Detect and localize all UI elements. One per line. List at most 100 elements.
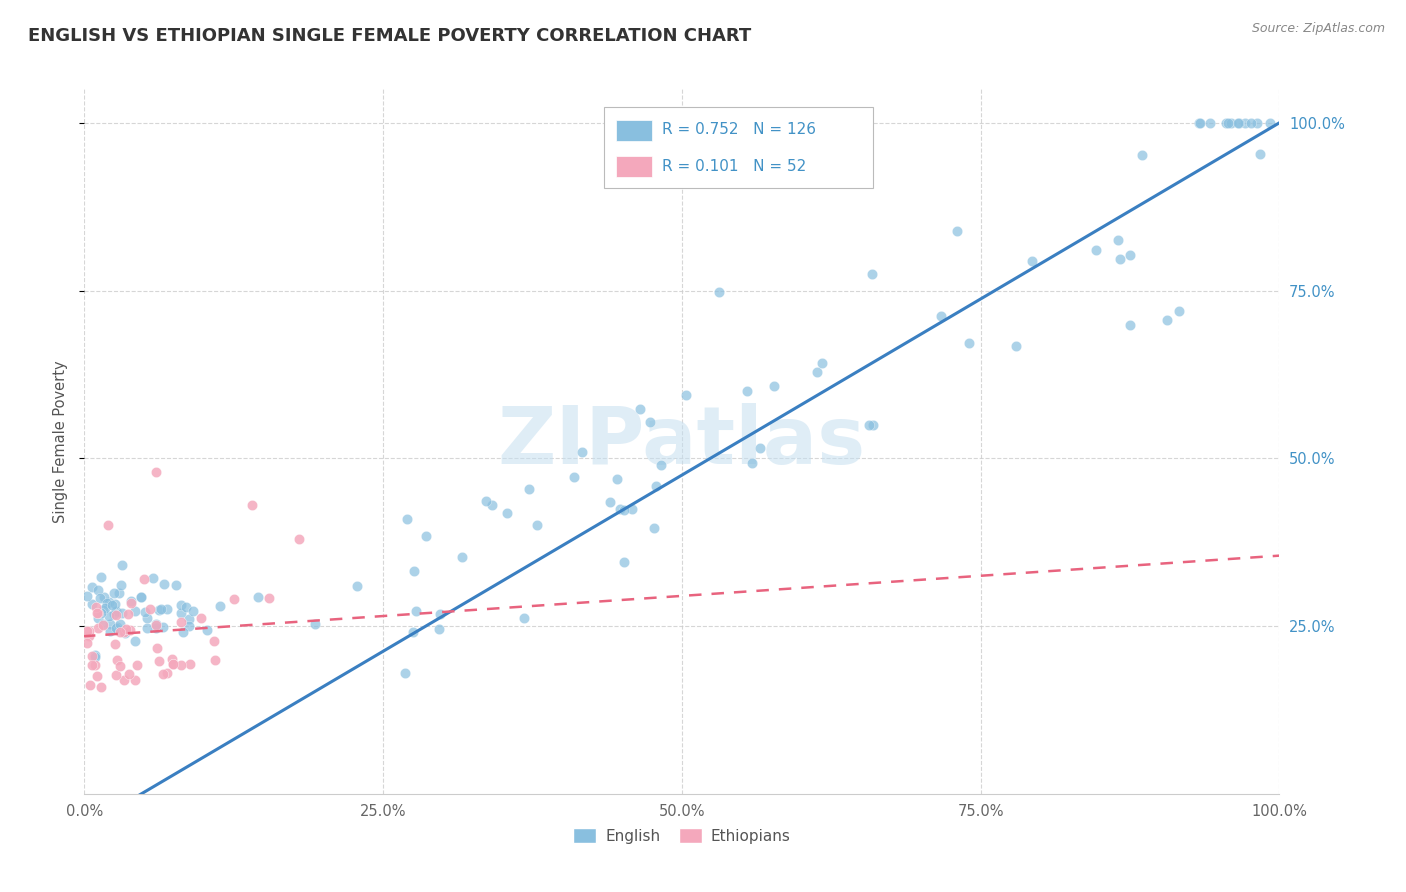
Point (1156, 312, 1178, 326)
Point (145, 617, 167, 632)
Point (148, 603, 170, 617)
Text: ENGLISH VS ETHIOPIAN SINGLE FEMALE POVERTY CORRELATION CHART: ENGLISH VS ETHIOPIAN SINGLE FEMALE POVER… (28, 27, 751, 45)
Point (138, 602, 160, 616)
Point (1188, 116, 1211, 130)
Point (526, 518, 548, 533)
Point (148, 654, 170, 668)
Point (208, 599, 231, 613)
Point (145, 621, 167, 635)
Point (257, 591, 280, 605)
Point (860, 267, 883, 281)
Point (562, 469, 585, 483)
Text: R = 0.752   N = 126: R = 0.752 N = 126 (662, 122, 815, 136)
Point (156, 666, 179, 681)
Point (1260, 116, 1282, 130)
Point (97, 518, 120, 533)
Point (76, 624, 98, 638)
Point (115, 622, 138, 636)
Point (427, 622, 450, 636)
Point (162, 657, 184, 671)
Point (152, 620, 174, 634)
Point (84, 648, 107, 662)
Point (1199, 116, 1222, 130)
Point (91, 616, 114, 631)
Point (806, 365, 828, 379)
Point (204, 653, 226, 667)
Point (125, 657, 148, 672)
Point (177, 612, 200, 626)
Point (571, 444, 593, 458)
Point (101, 598, 124, 612)
Point (1107, 233, 1129, 247)
Point (1220, 116, 1243, 130)
Point (174, 599, 197, 614)
Point (599, 495, 621, 509)
Point (91, 617, 114, 632)
Point (82, 657, 104, 672)
Point (145, 640, 167, 655)
Point (98, 616, 121, 631)
Point (118, 666, 141, 681)
Point (94, 601, 117, 615)
Point (108, 658, 131, 673)
Point (170, 658, 193, 673)
Text: R = 0.101   N = 52: R = 0.101 N = 52 (662, 159, 806, 174)
Point (80, 648, 103, 663)
Point (402, 564, 425, 578)
Point (89, 591, 111, 605)
FancyBboxPatch shape (616, 120, 652, 141)
Point (152, 667, 174, 681)
Point (1119, 248, 1142, 262)
Point (395, 512, 418, 526)
Point (415, 529, 437, 543)
Point (150, 602, 173, 616)
Point (86, 621, 108, 635)
FancyBboxPatch shape (605, 107, 873, 188)
Point (86, 669, 108, 683)
Point (114, 626, 136, 640)
Point (1246, 116, 1268, 130)
Point (103, 607, 125, 621)
Point (84, 650, 107, 665)
Point (84, 657, 107, 672)
Point (517, 482, 540, 496)
Point (112, 625, 135, 640)
Point (105, 604, 128, 618)
Point (929, 309, 952, 323)
Point (181, 604, 204, 618)
Point (103, 586, 125, 600)
Point (644, 479, 666, 493)
Y-axis label: Single Female Poverty: Single Female Poverty (53, 360, 69, 523)
Point (129, 590, 152, 604)
Point (1108, 252, 1130, 267)
Point (402, 624, 425, 639)
Point (97, 608, 120, 623)
Point (156, 602, 179, 616)
Point (124, 634, 146, 648)
Point (628, 402, 651, 417)
Point (135, 621, 157, 635)
Point (1188, 116, 1211, 130)
Point (810, 356, 832, 370)
Point (612, 503, 634, 517)
Point (762, 379, 785, 393)
Point (107, 586, 129, 600)
Point (90, 681, 112, 695)
Point (120, 594, 142, 608)
Point (142, 571, 165, 585)
Point (90, 570, 112, 584)
Point (195, 624, 218, 638)
Legend: English, Ethiopians: English, Ethiopians (567, 822, 797, 850)
Point (111, 606, 134, 620)
Point (1226, 116, 1249, 130)
Point (749, 441, 772, 455)
Point (606, 472, 628, 486)
Point (170, 606, 193, 620)
Point (104, 620, 127, 634)
Point (90, 606, 112, 620)
Point (170, 615, 193, 629)
Point (609, 501, 631, 516)
Point (1130, 148, 1153, 162)
Point (145, 465, 167, 479)
Point (105, 620, 128, 634)
